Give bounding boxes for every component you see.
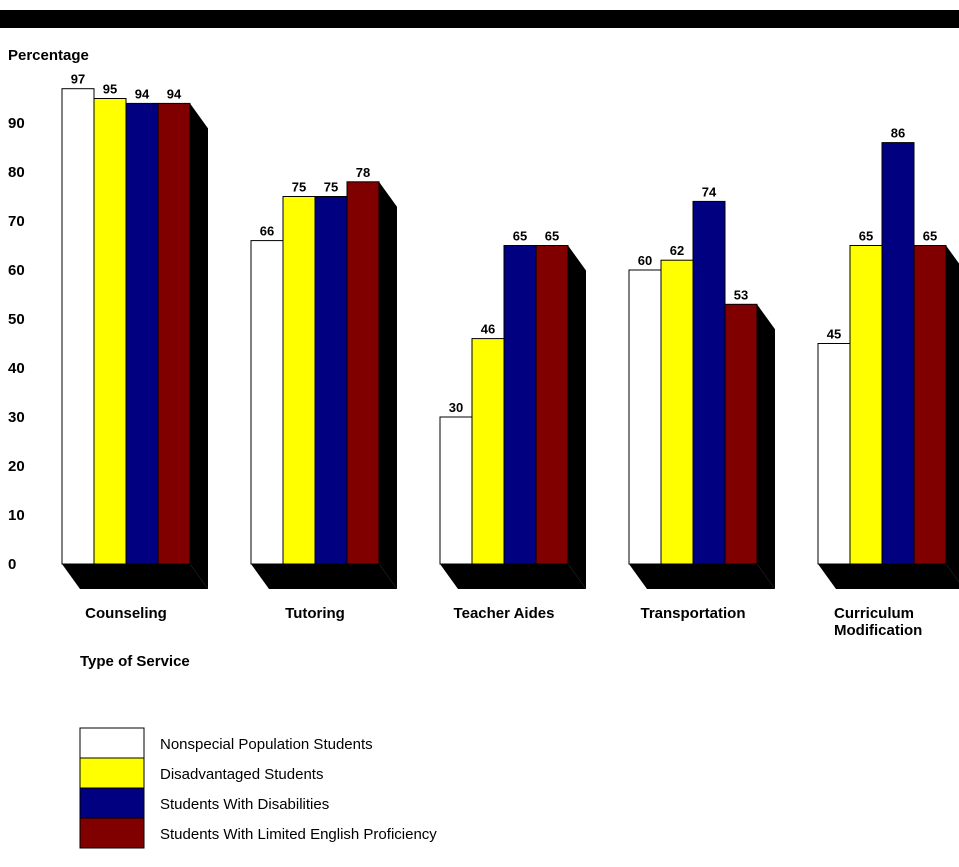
- bar: [61, 88, 95, 565]
- bar-value-label: 30: [449, 400, 463, 415]
- bar: [660, 259, 694, 565]
- bar-value-label: 75: [292, 180, 306, 195]
- bar-value-label: 86: [891, 126, 905, 141]
- bar-value-label: 94: [167, 86, 182, 101]
- y-tick-label: 30: [8, 409, 25, 426]
- bar-group: 60 62 74 53: [628, 184, 775, 589]
- bar: [314, 196, 348, 565]
- bar: [439, 416, 473, 565]
- bar-floor-shadow: [62, 564, 208, 589]
- bar-value-label: 46: [481, 322, 495, 337]
- bar-value-label: 75: [324, 180, 338, 195]
- category-label: Counseling: [85, 605, 167, 622]
- bar-value-label: 62: [670, 243, 684, 258]
- bar: [535, 245, 569, 565]
- x-axis-label: Type of Service: [80, 653, 190, 670]
- bar-value-label: 74: [702, 184, 717, 199]
- bar-value-label: 45: [827, 327, 841, 342]
- bar: [125, 102, 159, 565]
- legend: Nonspecial Population Students Disadvanta…: [79, 727, 437, 849]
- category-label: Teacher Aides: [454, 605, 555, 622]
- bar-value-label: 65: [923, 229, 937, 244]
- bar-value-label: 65: [545, 229, 559, 244]
- bar-floor-shadow: [629, 564, 775, 589]
- category-label: Tutoring: [285, 605, 345, 622]
- top-black-bar: [0, 10, 959, 28]
- y-tick-label: 10: [8, 507, 25, 524]
- bar: [346, 181, 380, 565]
- y-tick-label: 0: [8, 556, 16, 573]
- bar-value-label: 95: [103, 82, 117, 97]
- legend-entry-label: Students With Limited English Proficienc…: [160, 826, 437, 843]
- bar: [93, 98, 127, 565]
- bar: [849, 245, 883, 565]
- bar-value-label: 53: [734, 287, 748, 302]
- legend-swatch: [79, 787, 145, 819]
- legend-swatch: [79, 727, 145, 759]
- y-tick-label: 90: [8, 115, 25, 132]
- bar-floor-shadow: [818, 564, 959, 589]
- bar-value-label: 65: [513, 229, 527, 244]
- bar-groups: 97 95 94 94 66 75 75 78 30 46 65 65 60 62 74 53 45 65 86 65: [61, 72, 959, 590]
- bar-value-label: 60: [638, 253, 652, 268]
- bar: [503, 245, 537, 565]
- y-tick-label: 20: [8, 458, 25, 475]
- bar: [881, 142, 915, 565]
- bar-value-label: 78: [356, 165, 370, 180]
- legend-entry-label: Nonspecial Population Students: [160, 736, 373, 753]
- y-tick-label: 50: [8, 311, 25, 328]
- y-tick-label: 60: [8, 262, 25, 279]
- bar: [692, 200, 726, 565]
- category-labels: Counseling Tutoring Teacher Aides Transport…: [85, 605, 922, 639]
- y-tick-label: 70: [8, 213, 25, 230]
- legend-entry-label: Students With Disabilities: [160, 796, 329, 813]
- bar-group: 66 75 75 78: [250, 165, 397, 590]
- bar-value-label: 66: [260, 224, 274, 239]
- bar-floor-shadow: [251, 564, 397, 589]
- y-tick-label: 40: [8, 360, 25, 377]
- bar-side-shadow: [757, 304, 775, 589]
- bar: [250, 240, 284, 565]
- category-label: Transportation: [640, 605, 745, 622]
- bar: [724, 303, 758, 565]
- bar: [471, 338, 505, 565]
- legend-entry-label: Disadvantaged Students: [160, 766, 323, 783]
- bar-side-shadow: [379, 181, 397, 590]
- bar-value-label: 97: [71, 72, 85, 87]
- bar: [913, 245, 947, 565]
- bar: [628, 269, 662, 565]
- bar: [817, 343, 851, 565]
- bar-value-label: 94: [135, 86, 150, 101]
- bar-side-shadow: [190, 103, 208, 590]
- bar-group: 97 95 94 94: [61, 72, 208, 590]
- bar-side-shadow: [946, 245, 959, 583]
- category-label: Curriculum: [834, 605, 914, 622]
- bar-side-shadow: [568, 245, 586, 589]
- bar: [282, 196, 316, 565]
- bar-group: 45 65 86 65: [817, 126, 959, 589]
- y-tick-label: 80: [8, 164, 25, 181]
- legend-swatch: [79, 757, 145, 789]
- legend-swatch: [79, 817, 145, 849]
- bar-group: 30 46 65 65: [439, 229, 586, 589]
- y-axis-ticks: 0 10 20 30 40 50 60 70 80 90: [8, 115, 25, 573]
- bar-floor-shadow: [440, 564, 586, 589]
- y-axis-label: Percentage: [8, 47, 89, 64]
- bar-value-label: 65: [859, 229, 873, 244]
- bar: [157, 102, 191, 565]
- category-label: Modification: [834, 622, 922, 639]
